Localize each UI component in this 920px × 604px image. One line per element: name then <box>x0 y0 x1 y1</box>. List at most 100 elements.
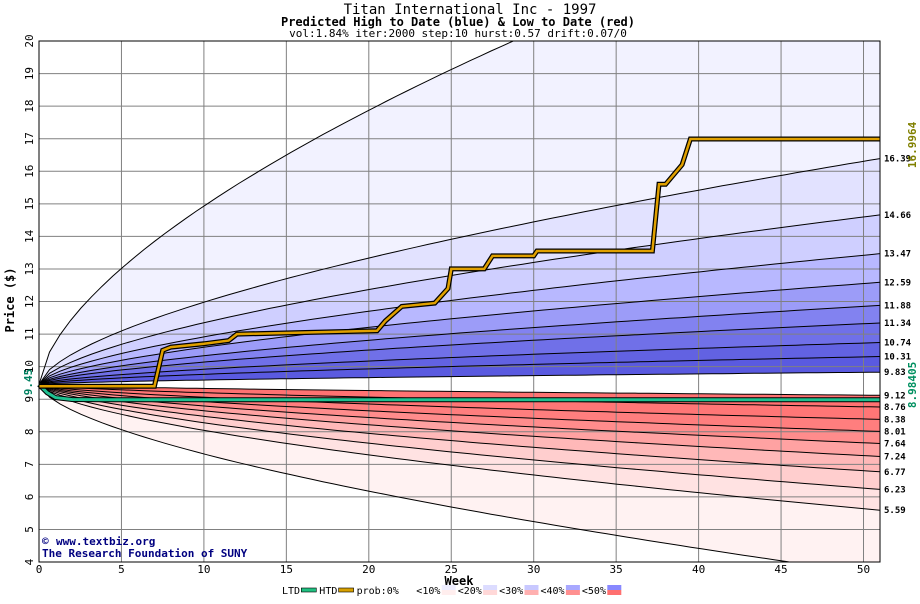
legend-label: <30% <box>499 586 523 597</box>
red-band <box>39 384 880 490</box>
y-tick-label: 14 <box>23 229 36 243</box>
quantile-line <box>39 214 880 385</box>
legend-swatch-prob <box>565 585 580 595</box>
right-labels: 9.83 10.31 10.74 11.34 11.88 12.59 13.47 14.66 1… <box>884 155 912 517</box>
quantile-end-label: 10.31 <box>884 353 911 363</box>
legend-swatch-blue <box>400 585 415 590</box>
legend-swatch-red <box>483 590 498 595</box>
chart-title: Titan International Inc - 1997 <box>344 2 597 18</box>
quantile-line <box>39 281 880 385</box>
legend-swatch-red <box>441 590 456 595</box>
quantile-end-label: 5.59 <box>884 506 906 516</box>
legend-swatch-prob <box>607 585 622 595</box>
y-tick-label: 10 <box>23 360 36 373</box>
credit-block: © www.textbiz.org The Research Foundatio… <box>42 535 248 560</box>
y-tick-label: 8 <box>23 428 36 435</box>
quantile-line <box>39 384 880 473</box>
legend-swatch-prob <box>524 585 539 595</box>
quantile-line <box>39 322 880 385</box>
legend-swatch-blue <box>483 585 498 590</box>
x-tick-label: 5 <box>118 563 125 576</box>
htd-line <box>39 137 880 388</box>
quantile-end-label: 10.74 <box>884 339 912 349</box>
credit-site: www.textbiz.org <box>56 535 155 548</box>
legend-swatch-prob <box>400 585 415 595</box>
red-band <box>39 384 880 562</box>
x-tick-label: 35 <box>610 563 623 576</box>
legend-swatch-red <box>400 590 415 595</box>
quantile-line <box>39 384 793 562</box>
legend-swatch-ltd <box>300 587 317 593</box>
y-tick-label: 15 <box>23 197 36 210</box>
legend-label: <20% <box>458 586 482 597</box>
plot-frame <box>38 40 881 563</box>
quantile-line <box>39 304 880 385</box>
y-tick-label: 18 <box>23 99 36 112</box>
legend-label: <50% <box>582 586 606 597</box>
x-tick-label: 25 <box>445 563 458 576</box>
y-tick-label: 5 <box>23 526 36 533</box>
legend-swatch-red <box>607 590 622 595</box>
quantile-line <box>39 158 880 385</box>
legend-swatch-red <box>565 590 580 595</box>
center-band <box>39 372 880 396</box>
x-tick-label: 20 <box>362 563 375 576</box>
x-tick-label: 45 <box>774 563 787 576</box>
y-tick-label: 19 <box>23 67 36 80</box>
quantile-end-label: 6.77 <box>884 468 906 478</box>
to-date-paths <box>37 136 880 403</box>
y-tick-label: 13 <box>23 262 36 275</box>
legend: LTD HTD prob:0% <10% <20% <30% <40% <50% <box>282 585 622 597</box>
quantile-end-label: 12.59 <box>884 278 911 288</box>
legend-swatch-prob <box>441 585 456 595</box>
quantile-line <box>39 384 880 511</box>
blue-band <box>39 214 880 385</box>
blue-band <box>39 356 880 385</box>
blue-band <box>39 323 880 385</box>
ltd-final-label: 8.98405 <box>906 362 919 408</box>
y-tick-label: 12 <box>23 295 36 308</box>
quantile-end-label: 6.23 <box>884 485 906 495</box>
y-tick-label: 7 <box>23 461 36 468</box>
red-band <box>39 384 880 432</box>
legend-label: <40% <box>541 586 565 597</box>
quantile-line <box>39 342 880 385</box>
ltd-line <box>37 383 880 402</box>
quantile-line <box>39 371 880 385</box>
blue-band <box>39 305 880 385</box>
legend-swatch-prob <box>483 585 498 595</box>
credit-org: The Research Foundation of SUNY <box>42 547 248 560</box>
x-tick-label: 0 <box>36 563 43 576</box>
quantile-line <box>39 253 880 385</box>
x-tick-label: 50 <box>857 563 870 576</box>
legend-label: HTD <box>319 586 337 597</box>
quantile-end-label: 8.76 <box>884 403 906 413</box>
quantile-end-label: 14.66 <box>884 211 911 221</box>
blue-band <box>39 342 880 385</box>
quantile-end-label: 11.88 <box>884 301 911 311</box>
blue-band <box>39 282 880 385</box>
quantile-end-label: 16.39 <box>884 155 911 165</box>
legend-swatch-blue <box>524 585 539 590</box>
axis-ticks: 0 5 10 15 20 25 30 35 40 45 5045678910111213141516… <box>23 34 870 576</box>
quantile-end-label: 9.83 <box>884 368 906 378</box>
quantile-end-label: 11.34 <box>884 319 912 329</box>
y-tick-label: 17 <box>23 132 36 145</box>
quantile-line <box>39 384 880 444</box>
y-tick-label: 20 <box>23 34 36 47</box>
y-tick-label: 16 <box>23 165 36 178</box>
legend-swatch-red <box>524 590 539 595</box>
chart-params: vol:1.84% iter:2000 step:10 hurst:0.57 d… <box>289 27 627 40</box>
quantile-line <box>39 384 880 457</box>
legend-label: <10% <box>416 586 440 597</box>
start-price-label: 9.45 <box>22 369 35 396</box>
chart-subtitle: Predicted High to Date (blue) & Low to D… <box>281 15 635 29</box>
y-tick-label: 11 <box>23 327 36 340</box>
quantile-end-label: 8.01 <box>884 427 906 437</box>
y-tick-label: 4 <box>23 558 36 565</box>
quantile-line <box>39 384 880 420</box>
y-tick-label: 9 <box>23 396 36 403</box>
blue-band <box>39 41 880 385</box>
